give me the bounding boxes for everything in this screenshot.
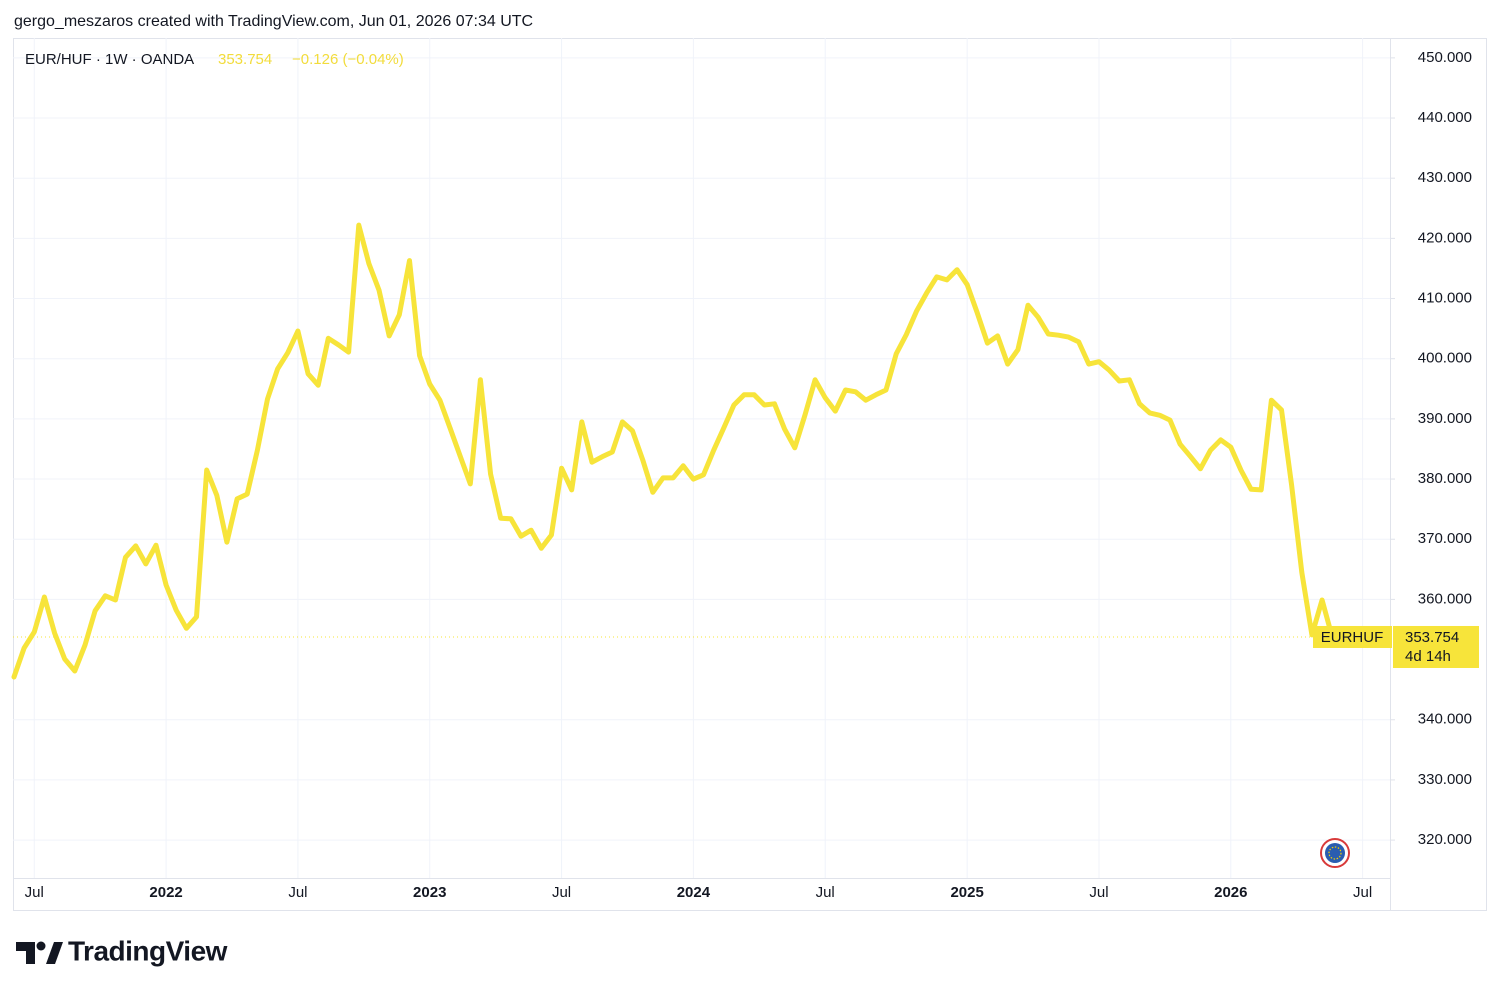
brand-logo: TradingView [16,935,228,966]
y-tick-label: 320.000 [1418,831,1472,848]
plot [11,222,1390,680]
y-tick-label: 420.000 [1418,229,1472,246]
y-tick-label: 400.000 [1418,350,1472,367]
chart-frame [13,38,1487,911]
price-line [11,222,1335,680]
x-tick-label: Jul [288,884,307,901]
y-tick-label: 410.000 [1418,290,1472,307]
price-tag-value: 353.754 [1405,629,1459,646]
y-tick-label: 330.000 [1418,771,1472,788]
x-tick-label: Jul [1089,884,1108,901]
symbol-title: EUR/HUF · 1W · OANDA [25,51,194,68]
legend-change: −0.126 (−0.04%) [292,51,404,68]
series-name-label: EURHUF [1321,629,1384,646]
y-tick-label: 430.000 [1418,169,1472,186]
x-tick-label: Jul [816,884,835,901]
x-tick-label: Jul [1353,884,1372,901]
y-tick-label: 390.000 [1418,410,1472,427]
price-tag [1393,625,1479,668]
y-tick-label: 340.000 [1418,711,1472,728]
y-tick-label: 380.000 [1418,470,1472,487]
y-tick-label: 360.000 [1418,590,1472,607]
x-tick-label: 2023 [413,884,446,901]
y-tick-label: 370.000 [1418,530,1472,547]
brand-name: TradingView [68,935,228,966]
header: gergo_meszaros created with TradingView.… [14,13,533,30]
x-tick-label: 2022 [149,884,182,901]
series-name-tag [1313,625,1392,648]
x-tick-label: 2024 [677,884,711,901]
x-tick-label: 2025 [950,884,983,901]
x-tick-label: Jul [552,884,571,901]
flag-icon [1320,838,1350,868]
y-tick-label: 440.000 [1418,109,1472,126]
legend-last-value: 353.754 [218,51,272,68]
x-tick-label: Jul [25,884,44,901]
x-tick-label: 2026 [1214,884,1247,901]
price-tag-countdown: 4d 14h [1405,648,1451,665]
grid [13,38,1390,878]
y-tick-label: 450.000 [1418,49,1472,66]
